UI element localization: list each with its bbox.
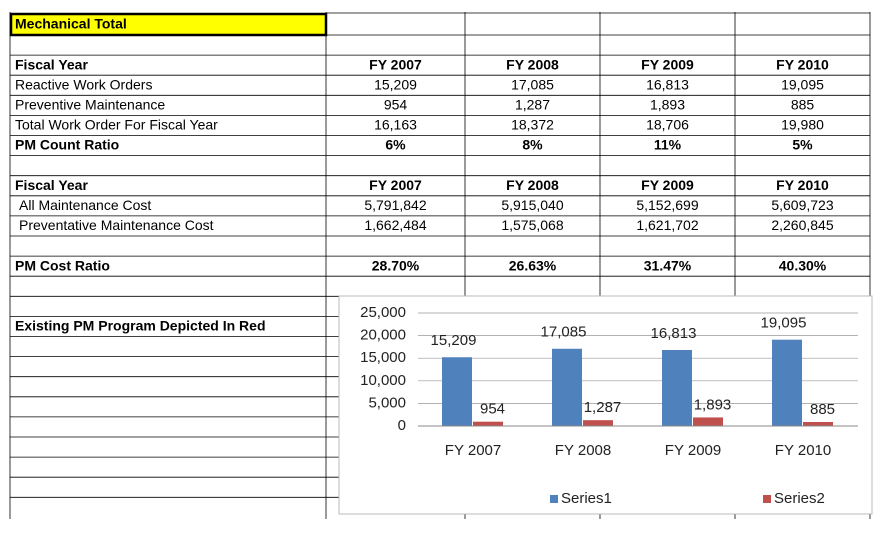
cell-value: FY 2007: [369, 177, 422, 193]
cell-value: FY 2009: [641, 177, 694, 193]
row-label: Reactive Work Orders: [15, 76, 152, 92]
data-label: 954: [480, 401, 505, 418]
cell-value: FY 2010: [776, 177, 829, 193]
bar: [442, 357, 472, 426]
cell-value: 1,287: [515, 97, 550, 113]
cell-value: 954: [384, 97, 408, 113]
cell-value: 19,095: [781, 76, 824, 92]
legend-swatch: [550, 495, 558, 503]
data-label: 1,893: [694, 396, 732, 413]
y-tick-label: 20,000: [360, 327, 406, 344]
note: Existing PM Program Depicted In Red: [15, 318, 266, 334]
row-label: Total Work Order For Fiscal Year: [15, 117, 218, 133]
row-label: PM Count Ratio: [15, 137, 119, 153]
y-tick-label: 25,000: [360, 304, 406, 321]
row-label: Preventive Maintenance: [15, 97, 165, 113]
cell-value: 16,163: [374, 117, 417, 133]
bar: [803, 421, 833, 426]
legend-label: Series2: [774, 490, 825, 507]
data-label: 17,085: [541, 324, 587, 341]
row-label: Preventative Maintenance Cost: [19, 217, 214, 233]
y-tick-label: 10,000: [360, 372, 406, 389]
legend-swatch: [763, 495, 771, 503]
sheet-title: Mechanical Total: [15, 16, 127, 32]
cell-value: 18,706: [646, 117, 689, 133]
bar: [583, 420, 613, 426]
x-tick-label: FY 2007: [445, 442, 501, 459]
cell-value: 15,209: [374, 76, 417, 92]
row-label: Fiscal Year: [15, 177, 88, 193]
cell-value: 28.70%: [372, 257, 420, 273]
bar: [693, 417, 723, 426]
cell-value: 8%: [522, 137, 543, 153]
x-tick-label: FY 2009: [665, 442, 721, 459]
cell-value: 6%: [385, 137, 406, 153]
cell-value: 1,662,484: [364, 217, 426, 233]
cell-value: FY 2008: [506, 56, 559, 72]
cell-value: 2,260,845: [771, 217, 833, 233]
cell-value: 18,372: [511, 117, 554, 133]
cell-value: 5,152,699: [636, 197, 698, 213]
cell-value: 1,575,068: [501, 217, 563, 233]
x-tick-label: FY 2010: [775, 442, 831, 459]
cell-value: 11%: [654, 137, 682, 153]
data-label: 1,287: [584, 399, 622, 416]
x-tick-label: FY 2008: [555, 442, 611, 459]
data-label: 15,209: [431, 332, 477, 349]
cell-value: 16,813: [646, 76, 689, 92]
row-label: All Maintenance Cost: [19, 197, 151, 213]
cell-value: 40.30%: [779, 257, 827, 273]
data-label: 885: [810, 401, 835, 418]
bar: [662, 350, 692, 426]
data-label: 19,095: [761, 315, 807, 332]
row-label: Fiscal Year: [15, 56, 88, 72]
y-tick-label: 5,000: [368, 394, 406, 411]
bar: [552, 348, 582, 426]
cell-value: 31.47%: [644, 257, 692, 273]
cell-value: FY 2010: [776, 56, 829, 72]
cell-value: 5%: [792, 137, 813, 153]
chart: 0 5,000 10,000 15,000 20,000 25,000 FY 2007 15,…: [360, 304, 858, 507]
cell-value: 19,980: [781, 117, 824, 133]
cell-value: 885: [791, 97, 815, 113]
y-tick-label: 15,000: [360, 349, 406, 366]
y-tick-label: 0: [398, 417, 406, 434]
bar: [473, 421, 503, 426]
cell-value: 1,893: [650, 97, 685, 113]
data-label: 16,813: [651, 325, 697, 342]
cell-value: FY 2007: [369, 56, 422, 72]
bar: [772, 339, 802, 426]
title-cell: [9, 12, 328, 37]
row-label: PM Cost Ratio: [15, 257, 110, 273]
cell-value: 5,791,842: [364, 197, 426, 213]
cells: Fiscal Year FY 2007 FY 2008 FY 2009 FY 2010 R…: [15, 56, 834, 273]
cell-value: 17,085: [511, 76, 554, 92]
cell-value: 26.63%: [509, 257, 557, 273]
legend-label: Series1: [561, 490, 612, 507]
cell-value: FY 2008: [506, 177, 559, 193]
cell-value: 5,609,723: [771, 197, 833, 213]
cell-value: 1,621,702: [636, 217, 698, 233]
cell-value: 5,915,040: [501, 197, 563, 213]
cell-value: FY 2009: [641, 56, 694, 72]
